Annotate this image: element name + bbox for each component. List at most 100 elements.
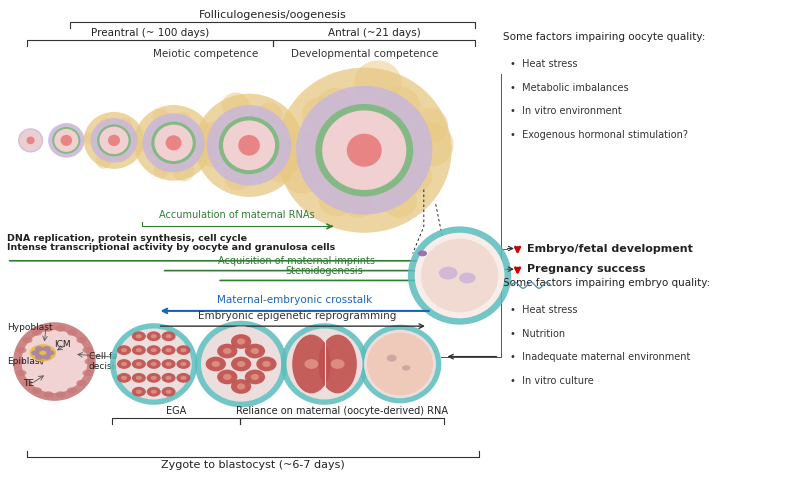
Text: Pregnancy success: Pregnancy success (527, 264, 646, 274)
Ellipse shape (128, 133, 139, 143)
Ellipse shape (257, 102, 282, 126)
Ellipse shape (154, 163, 170, 177)
Text: Folliculogenesis/oogenesis: Folliculogenesis/oogenesis (199, 10, 346, 20)
Ellipse shape (117, 345, 131, 355)
Ellipse shape (141, 137, 159, 155)
Ellipse shape (150, 334, 157, 338)
Ellipse shape (245, 343, 265, 358)
Ellipse shape (414, 233, 505, 318)
Ellipse shape (459, 272, 475, 283)
Ellipse shape (346, 134, 382, 166)
Ellipse shape (90, 118, 138, 163)
Ellipse shape (166, 334, 172, 338)
Ellipse shape (207, 105, 291, 185)
Ellipse shape (177, 359, 190, 369)
Ellipse shape (330, 359, 345, 369)
Ellipse shape (382, 184, 417, 218)
Ellipse shape (367, 332, 433, 396)
Text: •  Inadequate maternal environment: • Inadequate maternal environment (510, 352, 690, 362)
Ellipse shape (318, 334, 357, 393)
Ellipse shape (132, 373, 146, 383)
Ellipse shape (305, 359, 318, 369)
Ellipse shape (250, 348, 259, 354)
Text: EGA: EGA (166, 406, 186, 416)
Ellipse shape (46, 350, 54, 356)
Ellipse shape (386, 354, 397, 362)
Ellipse shape (43, 391, 54, 398)
Text: Steroidogenesis: Steroidogenesis (286, 265, 363, 275)
Ellipse shape (394, 159, 432, 194)
Ellipse shape (55, 326, 66, 332)
Ellipse shape (32, 387, 42, 394)
Ellipse shape (166, 362, 172, 366)
Ellipse shape (61, 135, 72, 146)
Ellipse shape (219, 116, 279, 174)
Text: •  In vitro environment: • In vitro environment (510, 106, 622, 116)
Ellipse shape (222, 92, 250, 118)
Ellipse shape (76, 337, 86, 343)
Ellipse shape (180, 376, 186, 380)
Ellipse shape (22, 330, 87, 393)
Ellipse shape (116, 329, 192, 400)
Ellipse shape (67, 330, 77, 336)
Ellipse shape (82, 370, 92, 376)
Ellipse shape (180, 362, 186, 366)
Ellipse shape (277, 68, 452, 233)
Ellipse shape (177, 373, 190, 383)
Ellipse shape (270, 165, 290, 183)
Ellipse shape (151, 122, 196, 164)
Ellipse shape (52, 127, 80, 154)
Ellipse shape (99, 118, 111, 128)
Ellipse shape (212, 361, 220, 367)
Ellipse shape (55, 391, 66, 398)
Text: Hypoblast: Hypoblast (6, 323, 52, 331)
Ellipse shape (286, 131, 326, 167)
Ellipse shape (195, 321, 287, 407)
Ellipse shape (162, 359, 175, 369)
Ellipse shape (317, 88, 353, 121)
Text: DNA replication, protein synthesis, cell cycle: DNA replication, protein synthesis, cell… (6, 234, 246, 243)
Ellipse shape (275, 131, 295, 150)
Ellipse shape (292, 334, 330, 393)
Ellipse shape (201, 327, 281, 402)
Ellipse shape (237, 384, 246, 390)
Ellipse shape (162, 345, 175, 355)
Ellipse shape (224, 166, 251, 191)
Ellipse shape (146, 359, 161, 369)
Ellipse shape (84, 112, 144, 169)
Ellipse shape (132, 331, 146, 341)
Ellipse shape (22, 337, 33, 343)
Ellipse shape (217, 370, 238, 384)
Ellipse shape (238, 135, 260, 156)
Ellipse shape (48, 123, 85, 158)
Text: Embryonic epigenetic reprogramming: Embryonic epigenetic reprogramming (198, 311, 396, 321)
Ellipse shape (17, 347, 26, 353)
Ellipse shape (166, 348, 172, 352)
Ellipse shape (162, 387, 175, 397)
Ellipse shape (17, 370, 26, 376)
Ellipse shape (153, 109, 169, 124)
Ellipse shape (421, 239, 498, 313)
Ellipse shape (364, 330, 436, 398)
Ellipse shape (121, 376, 127, 380)
Ellipse shape (82, 347, 92, 353)
Ellipse shape (439, 267, 458, 279)
Text: Embryo/fetal development: Embryo/fetal development (527, 244, 693, 253)
Ellipse shape (146, 345, 161, 355)
Ellipse shape (136, 362, 142, 366)
Ellipse shape (202, 121, 230, 146)
Ellipse shape (121, 348, 127, 352)
Ellipse shape (19, 130, 42, 151)
Ellipse shape (193, 138, 211, 154)
Ellipse shape (408, 227, 511, 325)
Text: Antral (~21 days): Antral (~21 days) (328, 28, 421, 38)
Text: •  Heat stress: • Heat stress (510, 59, 577, 69)
Ellipse shape (150, 362, 157, 366)
Ellipse shape (166, 135, 182, 151)
Text: •  Exogenous hormonal stimulation?: • Exogenous hormonal stimulation? (510, 130, 688, 140)
Ellipse shape (132, 345, 146, 355)
Ellipse shape (283, 157, 322, 194)
Ellipse shape (146, 373, 161, 383)
Ellipse shape (302, 97, 340, 132)
Ellipse shape (42, 354, 50, 360)
